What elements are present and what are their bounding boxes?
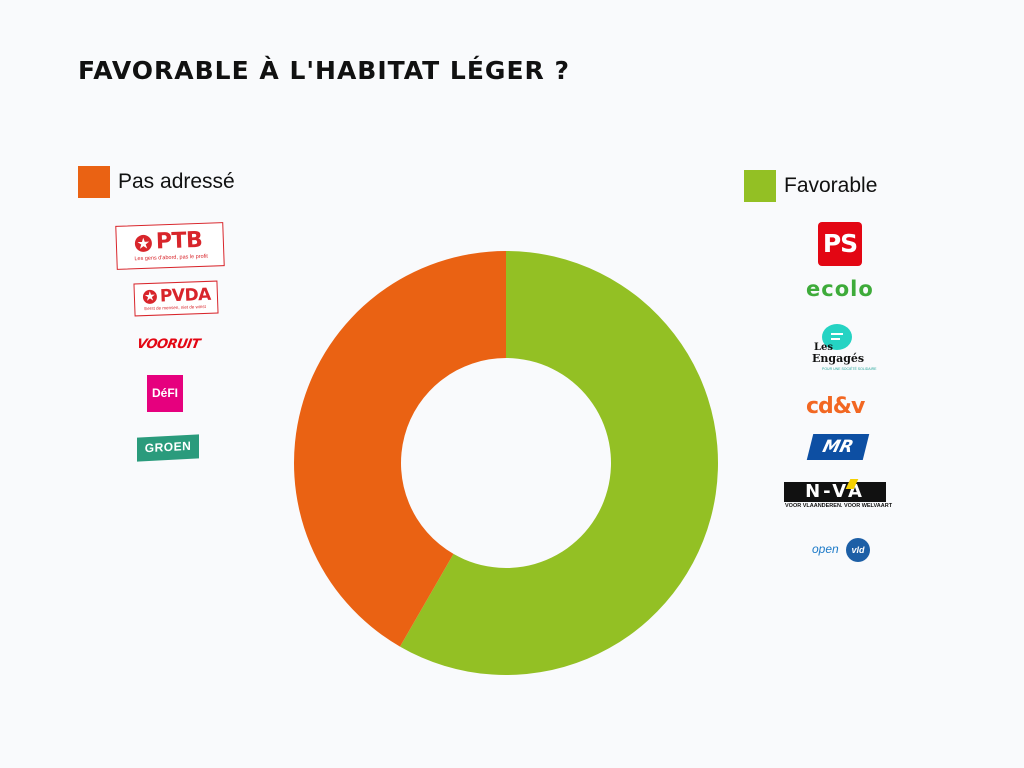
legend-pas-adresse: Pas adressé	[78, 166, 235, 198]
les-engages-tagline: POUR UNE SOCIÉTÉ SOLIDAIRE	[822, 367, 877, 371]
star-icon: ★	[134, 234, 153, 253]
pvda-logo: ★ PVDA Eerst de mensen, niet de winst	[133, 280, 219, 317]
open-vld-logo: open vld	[812, 538, 872, 562]
open-vld-word1: open	[812, 542, 839, 556]
legend-favorable: Favorable	[744, 170, 877, 202]
ptb-logo: ★ PTB Les gens d'abord, pas le profit	[115, 222, 225, 270]
legend-label-favorable: Favorable	[784, 174, 878, 197]
speech-bubble-icon	[822, 324, 852, 350]
ecolo-logo: ecolo	[806, 277, 874, 301]
open-vld-word2: vld	[846, 538, 870, 562]
nva-logo-tagline: VOOR VLAANDEREN. VOOR WELVAART	[785, 503, 893, 509]
les-engages-line2: Engagés	[812, 352, 865, 365]
pvda-logo-tagline: Eerst de mensen, niet de winst	[144, 303, 206, 312]
vooruit-logo: VOORUIT	[135, 337, 202, 352]
groen-logo: GROEN	[137, 434, 199, 462]
donut-slice-pas-adress	[293, 251, 506, 647]
star-icon: ★	[142, 289, 158, 305]
ptb-logo-text: PTB	[155, 227, 203, 255]
ptb-logo-tagline: Les gens d'abord, pas le profit	[134, 253, 209, 263]
nva-logo-text: N-VA	[784, 482, 886, 502]
legend-swatch-favorable	[744, 170, 776, 202]
mr-logo: MR	[806, 434, 870, 460]
legend-label-pas-adresse: Pas adressé	[118, 170, 235, 193]
nva-logo: N-VA VOOR VLAANDEREN. VOOR WELVAART	[784, 479, 892, 512]
chart-title: FAVORABLE À L'HABITAT LÉGER ?	[78, 56, 570, 85]
cdv-logo: cd&v	[806, 394, 865, 419]
defi-logo: DéFI	[147, 375, 183, 412]
les-engages-logo: Les Engagés POUR UNE SOCIÉTÉ SOLIDAIRE	[810, 322, 876, 376]
donut-slice-favorable	[400, 251, 718, 675]
les-engages-line1: Les	[814, 342, 834, 353]
legend-swatch-pas-adresse	[78, 166, 110, 198]
ps-logo: PS	[818, 222, 862, 266]
